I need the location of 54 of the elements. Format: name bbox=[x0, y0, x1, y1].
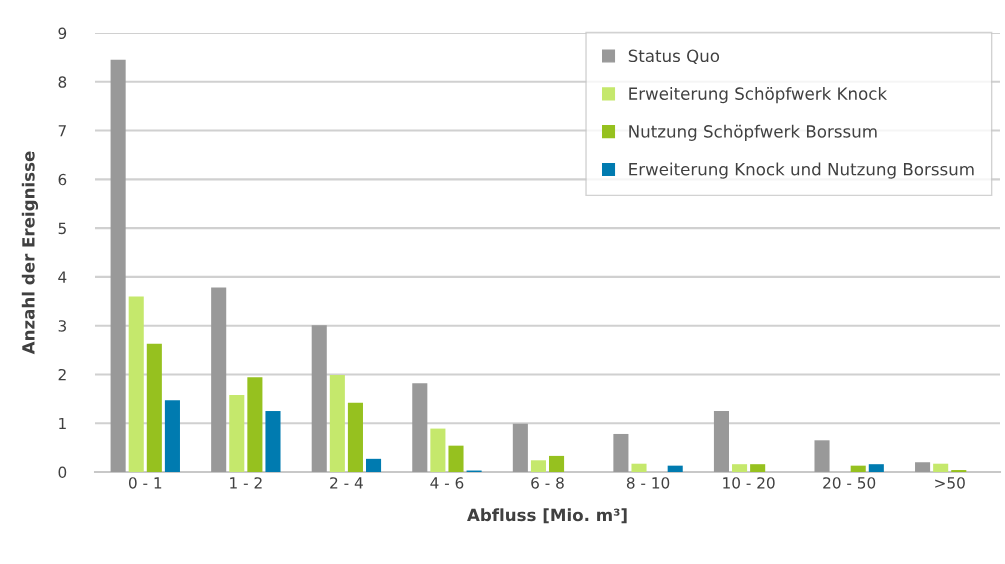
bar bbox=[229, 394, 245, 472]
bar bbox=[412, 383, 428, 472]
x-tick-label: 4 - 6 bbox=[430, 477, 464, 489]
bar bbox=[613, 433, 629, 472]
x-axis-title: Abfluss [Mio. m³] bbox=[467, 508, 627, 524]
legend-label: Nutzung Schöpfwerk Borssum bbox=[629, 124, 877, 141]
legend-label: Status Quo bbox=[628, 49, 720, 65]
bar bbox=[347, 402, 363, 472]
y-tick-label: 2 bbox=[58, 368, 66, 381]
x-tick-label: 0 - 1 bbox=[128, 477, 162, 489]
bar bbox=[631, 463, 647, 472]
y-tick-label: 9 bbox=[58, 27, 67, 40]
bar bbox=[750, 464, 766, 472]
bar bbox=[366, 458, 382, 472]
bar bbox=[814, 440, 830, 472]
legend-label: Erweiterung Schöpfwerk Knock bbox=[629, 87, 888, 104]
bar bbox=[146, 343, 162, 472]
bar bbox=[430, 428, 446, 472]
bar bbox=[265, 411, 281, 472]
bar bbox=[128, 296, 144, 472]
y-tick-label: 4 bbox=[58, 271, 67, 283]
y-tick-label: 3 bbox=[58, 320, 66, 332]
x-tick-label: 8 - 10 bbox=[626, 477, 670, 489]
bar bbox=[512, 423, 528, 472]
bar bbox=[164, 400, 180, 472]
bar bbox=[311, 325, 327, 472]
bar bbox=[915, 462, 931, 472]
x-tick-label: 2 - 4 bbox=[330, 477, 363, 489]
bar bbox=[868, 464, 884, 472]
bar bbox=[713, 411, 729, 472]
y-tick-label: 7 bbox=[58, 125, 66, 137]
y-tick-label: 6 bbox=[58, 173, 67, 186]
y-tick-label: 5 bbox=[58, 222, 66, 235]
y-tick-label: 8 bbox=[58, 76, 67, 88]
bar bbox=[247, 377, 263, 472]
bar bbox=[850, 465, 866, 472]
bar bbox=[549, 455, 565, 472]
bar bbox=[329, 374, 345, 472]
y-axis-title: Anzahl der Ereignisse bbox=[21, 151, 39, 355]
x-tick-label: >50 bbox=[935, 477, 965, 489]
bar bbox=[448, 445, 464, 472]
bar bbox=[732, 464, 748, 472]
bar bbox=[530, 460, 546, 472]
y-tick-label: 1 bbox=[59, 417, 66, 430]
bar bbox=[667, 465, 683, 472]
bar bbox=[110, 59, 126, 472]
legend-label: Erweiterung Knock und Nutzung Borssum bbox=[629, 162, 974, 179]
bar bbox=[933, 463, 949, 472]
x-tick-label: 10 - 20 bbox=[723, 477, 775, 489]
x-tick-label: 1 - 2 bbox=[230, 477, 262, 489]
x-tick-label: 20 - 50 bbox=[823, 477, 876, 489]
x-tick-label: 6 - 8 bbox=[531, 477, 564, 489]
bar bbox=[211, 287, 227, 472]
y-tick-label: 0 bbox=[58, 466, 67, 479]
